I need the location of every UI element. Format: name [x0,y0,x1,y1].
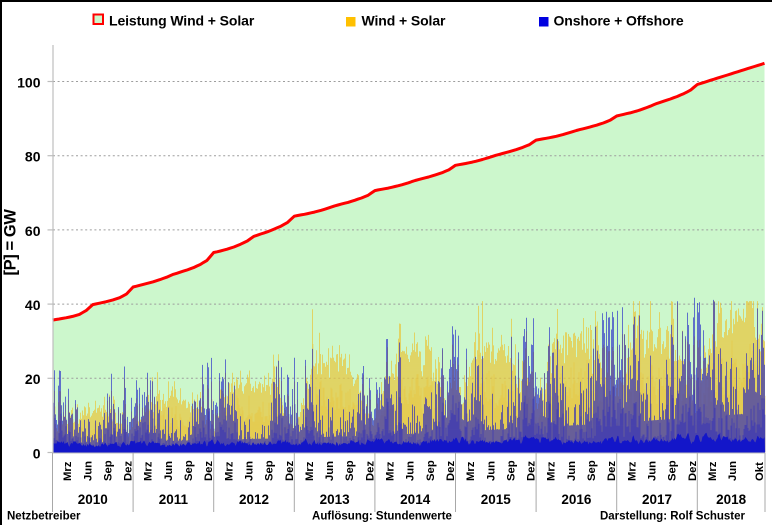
svg-text:Dez: Dez [606,461,618,481]
svg-text:2014: 2014 [400,492,431,507]
svg-text:Mrz: Mrz [223,461,235,481]
svg-text:Sep: Sep [667,460,679,481]
svg-text:Mrz: Mrz [626,461,638,481]
svg-text:Mrz: Mrz [304,461,316,481]
svg-text:Sep: Sep [183,460,195,481]
svg-text:Jun: Jun [566,461,578,481]
svg-text:Dez: Dez [526,461,538,481]
svg-text:Onshore + Offshore: Onshore + Offshore [554,13,684,29]
svg-text:2011: 2011 [159,492,189,507]
svg-text:Okt: Okt [754,462,766,481]
svg-text:2015: 2015 [481,492,512,507]
svg-text:Sep: Sep [505,460,517,481]
svg-text:Sep: Sep [586,460,598,481]
svg-text:Jun: Jun [163,461,175,481]
svg-text:Mrz: Mrz [465,461,477,481]
svg-text:Sep: Sep [264,460,276,481]
svg-text:100: 100 [17,74,41,90]
svg-text:2016: 2016 [561,492,592,507]
svg-text:Jun: Jun [647,461,659,481]
svg-text:2010: 2010 [78,492,108,507]
svg-text:2018: 2018 [716,492,747,507]
svg-text:80: 80 [25,149,41,165]
svg-text:Sep: Sep [425,460,437,481]
svg-text:Jun: Jun [485,461,497,481]
svg-text:Jun: Jun [324,461,336,481]
svg-text:2013: 2013 [320,492,351,507]
svg-text:Mrz: Mrz [385,461,397,481]
svg-text:Mrz: Mrz [62,461,74,481]
svg-text:Sep: Sep [344,460,356,481]
svg-text:Dez: Dez [687,461,699,481]
svg-text:Auflösung: Stundenwerte: Auflösung: Stundenwerte [312,511,452,523]
svg-text:Jun: Jun [727,461,739,481]
svg-text:Dez: Dez [203,461,215,481]
svg-text:Mrz: Mrz [143,461,155,481]
svg-text:Darstellung: Rolf Schuster: Darstellung: Rolf Schuster [600,511,746,523]
svg-text:60: 60 [25,223,41,239]
svg-text:Dez: Dez [123,461,135,481]
svg-text:2017: 2017 [642,492,672,507]
svg-text:Jun: Jun [82,461,94,481]
svg-text:40: 40 [25,297,41,313]
svg-text:Dez: Dez [284,461,296,481]
svg-text:Dez: Dez [445,461,457,481]
svg-text:Dez: Dez [364,461,376,481]
svg-text:Jun: Jun [405,461,417,481]
svg-text:Netzbetreiber: Netzbetreiber [7,511,81,523]
svg-text:Mrz: Mrz [707,461,719,481]
svg-text:Mrz: Mrz [546,461,558,481]
svg-text:Wind + Solar: Wind + Solar [362,13,447,29]
svg-text:Jun: Jun [244,461,256,481]
svg-text:0: 0 [33,445,41,461]
svg-text:[P] = GW: [P] = GW [2,209,20,276]
svg-text:Sep: Sep [102,460,114,481]
svg-text:20: 20 [25,371,41,387]
svg-text:2012: 2012 [239,492,269,507]
svg-text:Leistung Wind + Solar: Leistung Wind + Solar [109,13,255,29]
